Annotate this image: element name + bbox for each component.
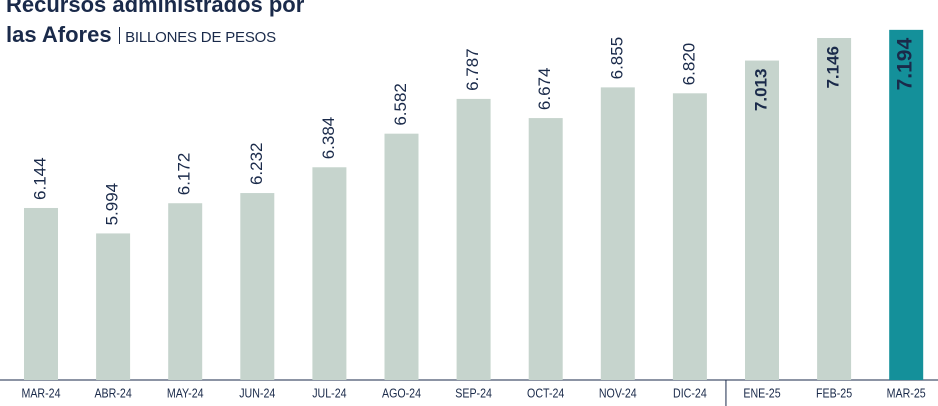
x-tick-label: OCT-24 (527, 385, 565, 400)
chart-title: Recursos administrados por las Afores (6, 0, 305, 47)
x-tick-label: SEP-24 (455, 385, 492, 400)
x-tick-label: ABR-24 (94, 385, 132, 400)
x-tick-label: MAY-24 (167, 385, 204, 400)
bar (600, 87, 635, 380)
value-label: 6.582 (391, 83, 410, 126)
x-tick-label: MAR-24 (21, 385, 60, 400)
bar (817, 38, 852, 380)
bar (456, 98, 491, 380)
value-label: 5.994 (103, 183, 122, 226)
bar (528, 118, 563, 381)
value-label: 6.232 (247, 143, 266, 186)
bar (312, 167, 347, 380)
value-label: 7.013 (751, 69, 770, 112)
x-tick-label: DIC-24 (673, 385, 707, 400)
value-label: 6.384 (319, 117, 338, 160)
x-tick-label: NOV-24 (599, 385, 637, 400)
x-tick-label: MAR-25 (887, 385, 926, 400)
x-tick-label: JUL-24 (312, 385, 347, 400)
value-label: 6.820 (679, 43, 698, 86)
heading: Recursos administrados por las Afores BIL… (6, 0, 306, 51)
value-label: 7.194 (894, 38, 917, 91)
bar (889, 29, 924, 380)
value-label: 6.855 (607, 37, 626, 80)
separator (118, 27, 121, 44)
value-label: 6.144 (30, 157, 49, 200)
value-label: 6.172 (175, 153, 194, 196)
x-tick-label: FEB-25 (816, 385, 852, 400)
value-label: 7.146 (824, 46, 843, 89)
bar (168, 203, 203, 380)
bar (384, 133, 419, 380)
bar (240, 193, 275, 380)
bar (96, 233, 131, 380)
x-tick-label: JUN-24 (239, 385, 275, 400)
bar (745, 60, 779, 380)
bar (24, 207, 58, 380)
bar (672, 93, 707, 380)
chart-subtitle: BILLONES DE PESOS (125, 29, 276, 46)
value-label: 6.787 (463, 48, 482, 91)
x-tick-label: AGO-24 (382, 385, 421, 400)
x-tick-label: ENE-25 (743, 385, 781, 400)
value-label: 6.674 (535, 68, 554, 111)
